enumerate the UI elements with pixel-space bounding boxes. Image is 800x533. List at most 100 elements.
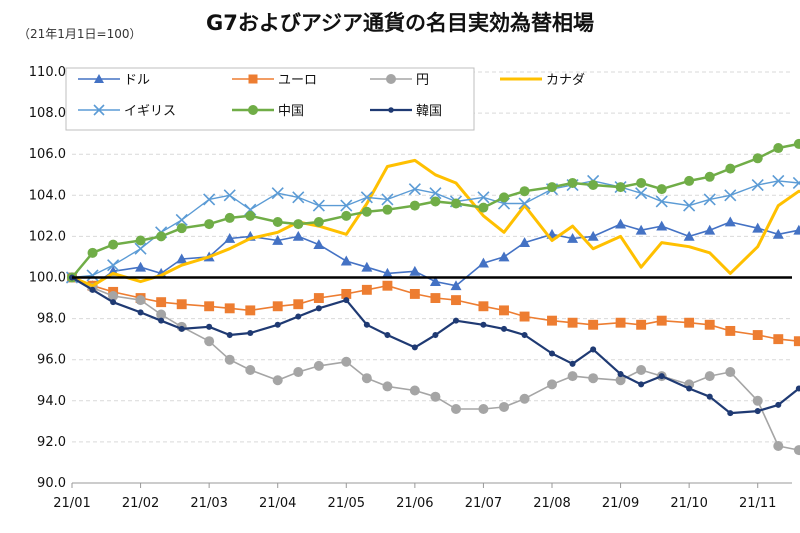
data-point: [271, 187, 284, 200]
data-point: [382, 204, 393, 215]
data-point: [500, 325, 508, 332]
data-point: [381, 193, 394, 206]
data-point: [521, 332, 528, 339]
data-point: [773, 334, 784, 345]
legend-item-1: ユーロ: [232, 73, 317, 88]
data-point: [107, 259, 120, 272]
marker-stroke: [134, 242, 147, 255]
marker-stroke: [724, 189, 737, 202]
data-point: [793, 138, 800, 149]
data-point: [430, 293, 441, 303]
data-point: [683, 230, 695, 241]
data-point: [224, 303, 235, 314]
data-point: [178, 325, 185, 332]
data-point: [703, 193, 716, 206]
data-point: [567, 317, 578, 328]
data-point: [245, 364, 256, 375]
marker-stroke: [175, 213, 188, 227]
data-point: [341, 288, 352, 299]
data-point: [156, 309, 167, 320]
series-1: [67, 272, 800, 347]
data-point: [519, 237, 531, 247]
y-tick-label: 96.0: [37, 353, 66, 368]
marker-stroke: [655, 195, 668, 208]
data-point: [518, 197, 531, 210]
data-point: [567, 232, 579, 243]
data-point: [477, 191, 490, 204]
data-point: [772, 174, 785, 187]
data-point: [361, 206, 372, 217]
data-point: [793, 445, 800, 456]
data-point: [295, 313, 302, 320]
data-point: [451, 295, 461, 306]
data-point: [684, 175, 695, 186]
x-tick-label: 21/07: [465, 496, 502, 511]
data-point: [204, 301, 215, 312]
marker-stroke: [292, 191, 305, 204]
data-point: [224, 232, 236, 243]
data-point: [587, 230, 599, 241]
data-point: [224, 212, 235, 223]
x-tick-label: 21/11: [739, 496, 776, 511]
data-point: [206, 323, 213, 330]
x-tick-label: 21/05: [328, 496, 365, 511]
data-point: [274, 321, 281, 328]
legend-label: ドル: [124, 73, 150, 88]
data-point: [450, 280, 462, 291]
series-2: [67, 272, 800, 456]
data-point: [411, 344, 418, 351]
data-point: [615, 218, 627, 229]
y-tick-label: 90.0: [37, 476, 66, 491]
data-point: [340, 255, 352, 266]
data-point: [409, 385, 420, 396]
data-point: [409, 265, 421, 276]
data-point: [158, 317, 165, 324]
data-point: [752, 153, 763, 164]
y-tick-label: 104.0: [29, 188, 66, 203]
data-point: [89, 286, 96, 293]
data-point: [176, 253, 188, 264]
data-point: [176, 223, 187, 234]
data-point: [656, 184, 667, 195]
legend-item-5: 中国: [232, 104, 304, 119]
data-point: [752, 395, 763, 406]
x-tick-label: 21/03: [190, 496, 227, 511]
data-point: [480, 321, 487, 328]
data-point: [204, 219, 215, 230]
data-point: [137, 309, 144, 316]
marker-stroke: [703, 193, 716, 206]
data-point: [382, 280, 393, 291]
data-point: [727, 410, 734, 417]
y-axis: 110.0 108.0 106.0 104.0 102.0 100.0 98.0 96.0 94…: [29, 65, 66, 491]
data-point: [315, 305, 322, 312]
marker-stroke: [751, 178, 764, 192]
marker-stroke: [203, 193, 216, 206]
data-point: [156, 297, 167, 308]
marker-stroke: [360, 191, 373, 204]
data-point: [430, 196, 441, 207]
chart-subtitle: （21年1月1日=100）: [18, 27, 142, 41]
data-point: [203, 193, 216, 206]
data-point: [272, 235, 284, 245]
data-point: [432, 332, 439, 339]
marker-stroke: [792, 180, 800, 190]
data-point: [224, 354, 235, 365]
data-point: [636, 177, 647, 188]
data-point: [384, 332, 391, 339]
data-point: [635, 187, 648, 200]
data-point: [340, 199, 353, 212]
legend-marker: [386, 74, 396, 84]
data-point: [793, 336, 800, 347]
data-point: [451, 404, 461, 415]
data-point: [156, 231, 167, 242]
data-point: [134, 242, 147, 255]
data-point: [547, 315, 557, 326]
marker-stroke: [223, 189, 236, 202]
data-point: [499, 192, 509, 203]
marker-stroke: [477, 191, 490, 204]
x-tick-label: 21/08: [533, 496, 570, 511]
y-tick-label: 100.0: [29, 271, 66, 286]
data-point: [519, 186, 530, 197]
data-point: [451, 198, 461, 209]
